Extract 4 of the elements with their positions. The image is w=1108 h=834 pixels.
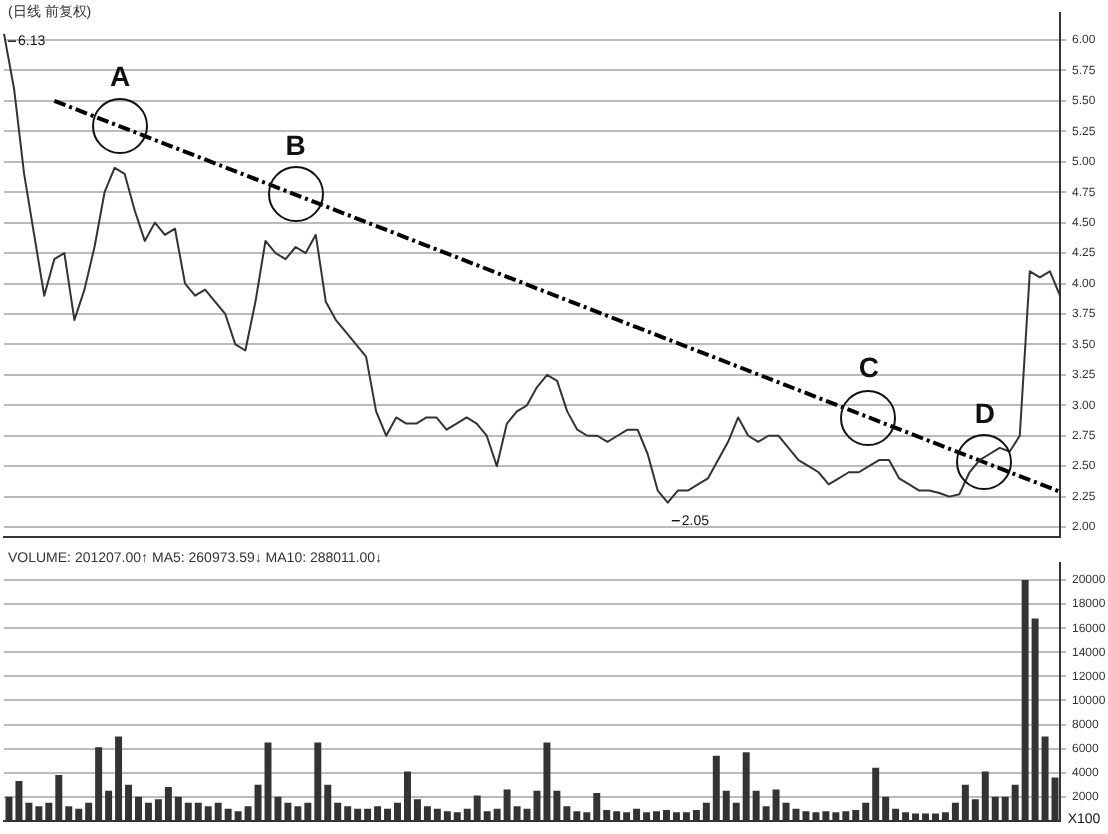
annotation: A xyxy=(109,60,131,93)
annotation: B xyxy=(285,128,306,161)
annotation: C xyxy=(858,351,880,384)
annotation: D xyxy=(974,396,995,429)
